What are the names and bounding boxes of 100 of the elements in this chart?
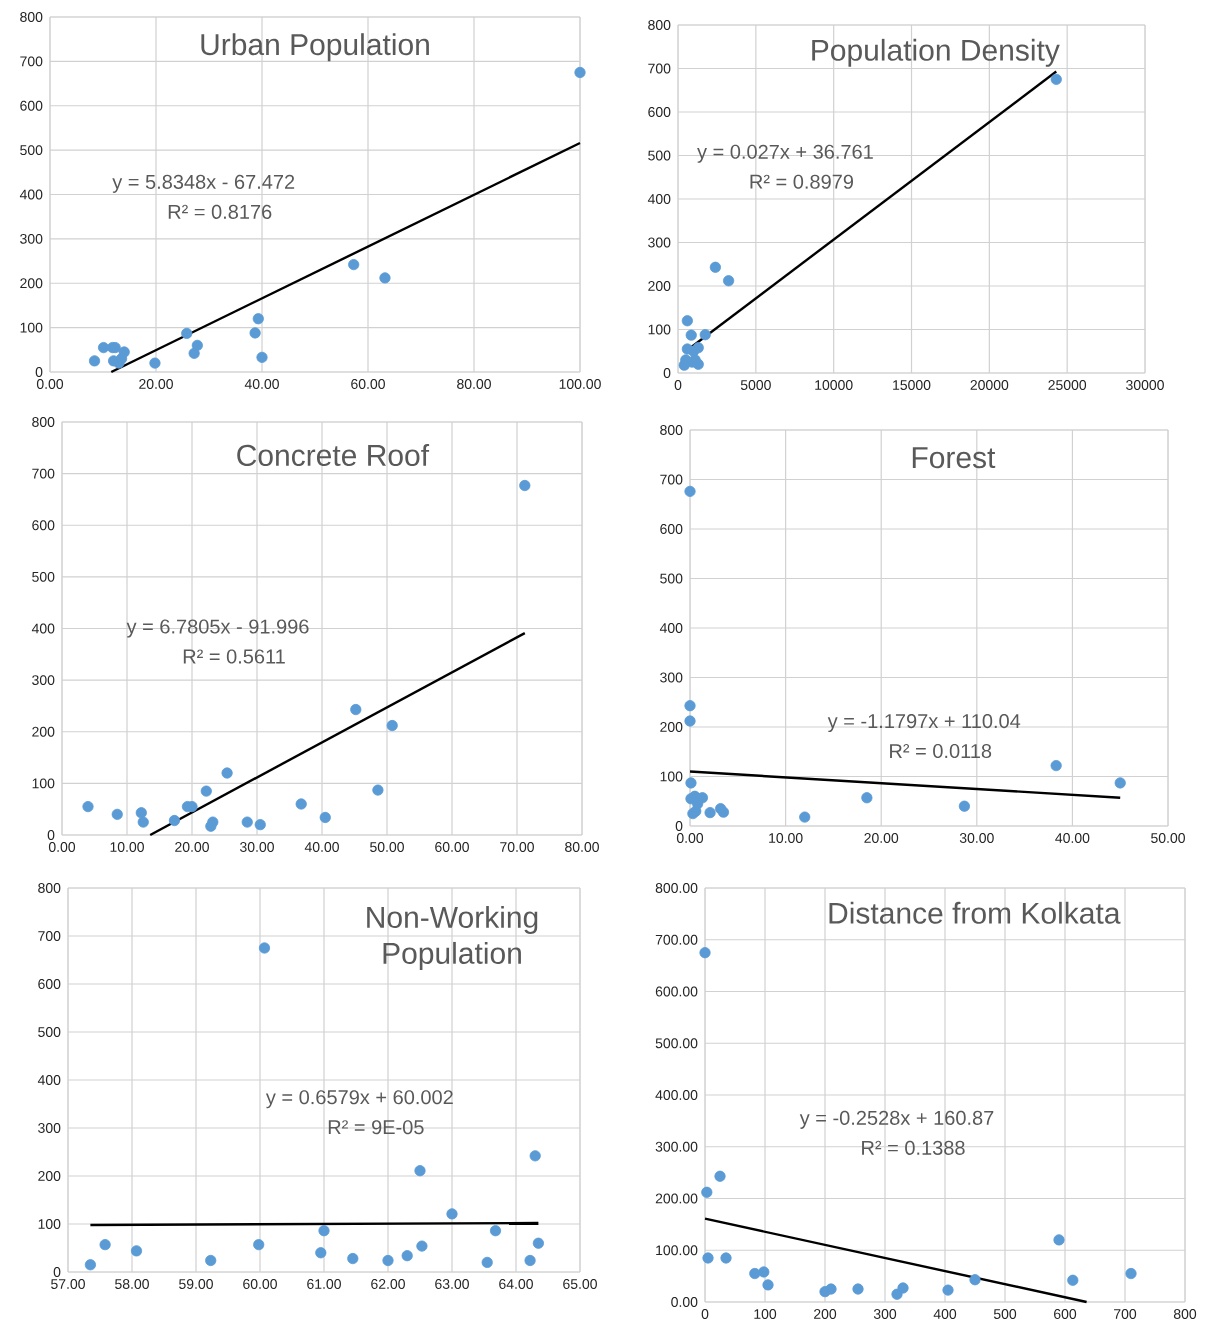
- annotation: y = 0.027x + 36.761: [697, 144, 873, 163]
- y-tick-label: 600: [660, 524, 683, 534]
- x-tick-label: 65.00: [563, 1279, 597, 1289]
- y-tick-label: 100: [660, 771, 683, 782]
- x-tick-label: 100.00: [559, 379, 601, 389]
- x-tick-label: 60.00: [435, 842, 469, 852]
- y-tick-label: 400: [647, 194, 671, 204]
- x-tick-label: 400: [933, 1309, 957, 1319]
- x-tick-label: 600: [1054, 1309, 1077, 1319]
- y-tick-label: 800: [38, 883, 61, 893]
- y-tick-label: 0: [35, 367, 43, 377]
- x-tick-label: 15000: [893, 380, 931, 390]
- chart-title: Population Density: [812, 38, 1060, 67]
- annotation: R² = 0.0118: [890, 743, 992, 759]
- text: Concrete Roof: [237, 444, 430, 467]
- x-tick-label: 50.00: [1151, 833, 1185, 843]
- y-tick-label: 400: [37, 1075, 61, 1085]
- y-tick-label: 0: [53, 1267, 61, 1277]
- y-tick-label: 200: [648, 281, 671, 291]
- annotation: y = -0.2528x + 160.87: [799, 1110, 994, 1129]
- text: Urban Population: [201, 33, 429, 62]
- x-tick-label: 800: [1173, 1309, 1197, 1319]
- x-tick-label: 59.00: [179, 1279, 213, 1289]
- y-tick-label: 500: [648, 150, 671, 161]
- y-tick-label: 100: [20, 322, 43, 333]
- x-tick-label: 20000: [970, 380, 1009, 390]
- x-tick-label: 500: [993, 1309, 1017, 1319]
- x-tick-label: 63.00: [435, 1279, 469, 1289]
- y-tick-label: 400.00: [655, 1090, 698, 1100]
- y-tick-label: 300.00: [655, 1141, 698, 1152]
- x-tick-label: 60.00: [351, 379, 385, 389]
- y-tick-label: 800: [32, 417, 55, 427]
- y-tick-label: 600: [38, 979, 61, 989]
- annotation: R² = 0.8176: [168, 204, 272, 219]
- y-tick-label: 200: [32, 726, 55, 737]
- y-tick-label: 500: [660, 573, 683, 584]
- annotation: y = 6.7805x - 91.996: [126, 619, 309, 638]
- y-tick-label: 300: [38, 1123, 61, 1133]
- y-tick-label: 0.00: [671, 1297, 698, 1307]
- y-tick-label: 800: [648, 20, 671, 30]
- x-tick-label: 20.00: [864, 833, 899, 843]
- x-tick-label: 61.00: [307, 1279, 341, 1289]
- y-tick-label: 700: [20, 56, 43, 67]
- x-tick-label: 5000: [740, 380, 771, 390]
- y-tick-label: 200: [38, 1171, 61, 1181]
- y-tick-label: 100: [32, 778, 55, 789]
- x-tick-label: 10.00: [110, 842, 144, 852]
- x-tick-label: 30.00: [959, 833, 994, 843]
- annotation: R² = 0.5611: [183, 649, 285, 664]
- y-tick-label: 500.00: [655, 1038, 698, 1049]
- x-tick-label: 50.00: [370, 842, 404, 852]
- y-tick-label: 800: [660, 425, 683, 435]
- y-tick-label: 300: [660, 672, 683, 683]
- y-tick-label: 700: [32, 468, 55, 479]
- text: Non-Working Population: [367, 905, 538, 970]
- y-tick-label: 0: [675, 821, 683, 831]
- x-tick-label: 10000: [815, 380, 853, 390]
- y-tick-label: 300: [20, 233, 43, 244]
- chart-title: Forest: [912, 447, 996, 469]
- y-tick-label: 200: [20, 278, 43, 289]
- y-tick-label: 500: [38, 1027, 61, 1037]
- y-tick-label: 800.00: [655, 883, 698, 893]
- x-tick-label: 20.00: [139, 379, 173, 389]
- annotation: y = 0.6579x + 60.002: [265, 1090, 453, 1109]
- annotation: R² = 0.1388: [862, 1140, 965, 1155]
- y-tick-label: 500: [20, 145, 43, 156]
- y-tick-label: 100: [648, 324, 671, 335]
- x-tick-label: 80.00: [565, 842, 599, 852]
- x-tick-label: 20.00: [175, 842, 209, 852]
- chart-title: Distance from Kolkata: [829, 901, 1121, 924]
- y-tick-label: 400: [31, 623, 55, 634]
- y-tick-label: 700: [648, 63, 671, 74]
- x-tick-label: 40.00: [304, 842, 339, 852]
- x-tick-label: 10.00: [769, 833, 803, 843]
- y-tick-label: 600: [32, 520, 55, 531]
- y-tick-label: 700: [660, 474, 683, 485]
- y-tick-label: 600.00: [655, 986, 698, 997]
- x-tick-label: 80.00: [457, 379, 491, 389]
- annotation: y = -1.1797x + 110.04: [827, 713, 1021, 733]
- y-tick-label: 200: [660, 722, 683, 732]
- x-tick-label: 700: [1114, 1309, 1137, 1319]
- y-tick-label: 700.00: [655, 934, 698, 945]
- y-tick-label: 300: [32, 675, 55, 686]
- y-tick-label: 400: [659, 623, 683, 633]
- y-tick-label: 500: [32, 571, 55, 582]
- annotation: R² = 0.8979: [750, 174, 853, 189]
- x-tick-label: 100: [754, 1309, 777, 1319]
- y-tick-label: 0: [663, 368, 671, 378]
- x-tick-label: 30.00: [240, 842, 274, 852]
- y-tick-label: 600: [20, 100, 43, 111]
- annotation: R² = 9E-05: [328, 1120, 424, 1135]
- x-tick-label: 300: [873, 1309, 897, 1319]
- x-tick-label: 58.00: [115, 1279, 149, 1289]
- x-tick-label: 25000: [1048, 380, 1087, 390]
- y-tick-label: 100: [38, 1219, 61, 1229]
- y-tick-label: 100.00: [656, 1245, 698, 1256]
- x-tick-label: 70.00: [500, 842, 534, 852]
- y-tick-label: 600: [648, 107, 671, 117]
- y-tick-label: 700: [38, 931, 61, 941]
- x-tick-label: 64.00: [499, 1279, 533, 1289]
